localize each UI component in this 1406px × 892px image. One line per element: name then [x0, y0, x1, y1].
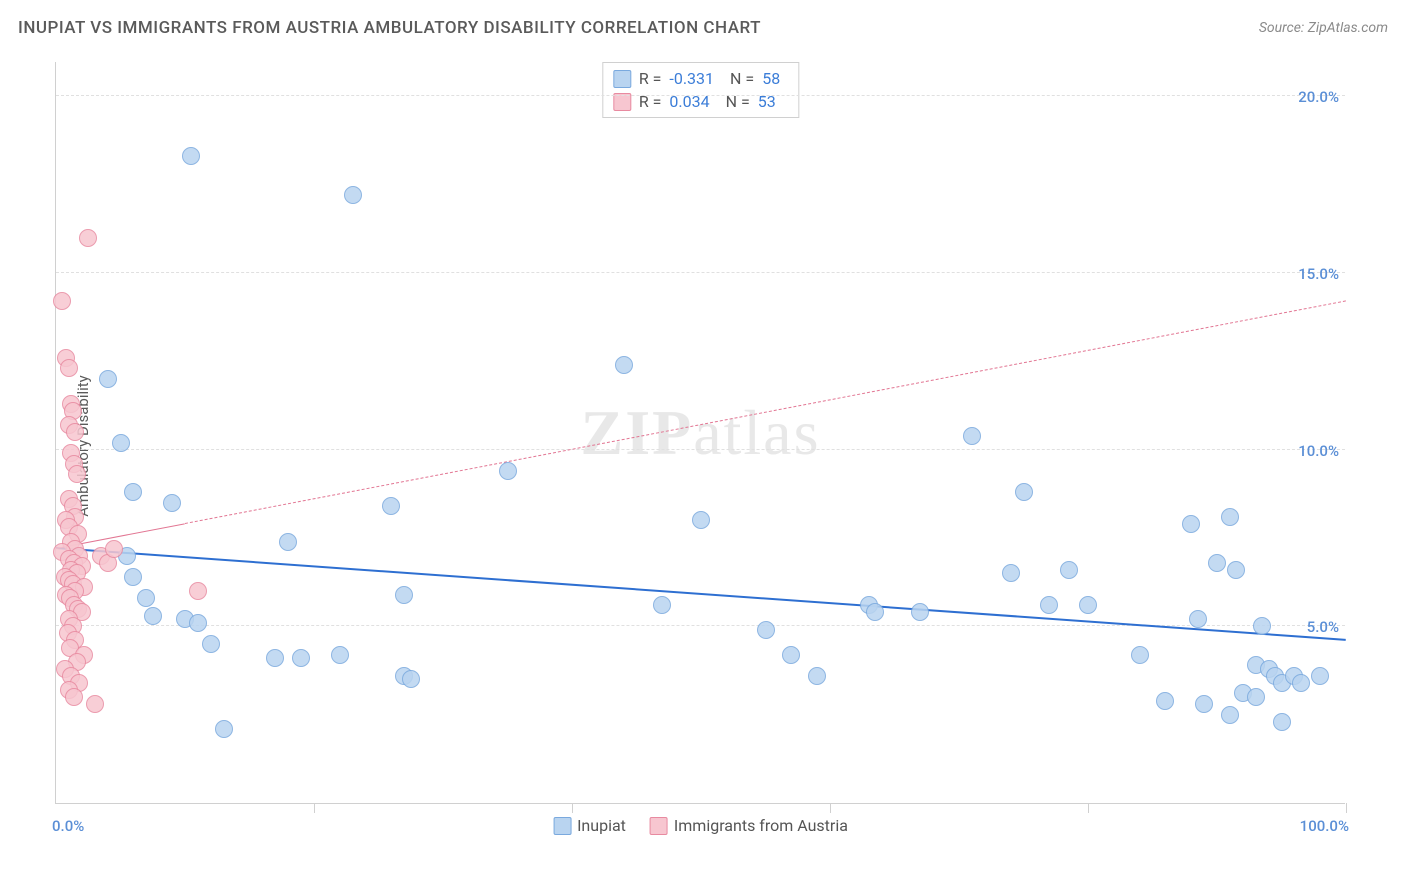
data-point	[395, 586, 413, 604]
legend-label: Immigrants from Austria	[674, 816, 848, 835]
data-point	[911, 603, 929, 621]
r-value: -0.331	[669, 69, 714, 88]
gridline	[56, 95, 1345, 96]
data-point	[53, 292, 71, 310]
data-point	[782, 646, 800, 664]
legend-swatch	[613, 70, 631, 88]
source-value: ZipAtlas.com	[1308, 20, 1388, 36]
data-point	[1079, 596, 1097, 614]
data-point	[1060, 561, 1078, 579]
data-point	[99, 370, 117, 388]
data-point	[1273, 713, 1291, 731]
legend-stats-row: R =0.034N =53	[613, 90, 788, 113]
data-point	[1311, 667, 1329, 685]
data-point	[144, 607, 162, 625]
data-point	[68, 465, 86, 483]
r-label: R =	[639, 69, 662, 88]
data-point	[86, 695, 104, 713]
source-attribution: Source: ZipAtlas.com	[1259, 20, 1388, 36]
data-point	[124, 568, 142, 586]
data-point	[182, 147, 200, 165]
data-point	[163, 494, 181, 512]
data-point	[1253, 617, 1271, 635]
x-tick-label-right: 100.0%	[1300, 817, 1349, 835]
data-point	[692, 511, 710, 529]
data-point	[1189, 610, 1207, 628]
data-point	[499, 462, 517, 480]
x-tick	[1088, 803, 1089, 813]
legend-stats-row: R = -0.331 N = 58	[613, 67, 788, 90]
data-point	[189, 614, 207, 632]
data-point	[65, 688, 83, 706]
data-point	[79, 229, 97, 247]
n-label: N =	[730, 69, 754, 88]
x-tick	[572, 803, 573, 813]
data-point	[292, 649, 310, 667]
legend-swatch	[650, 817, 668, 835]
data-point	[1292, 674, 1310, 692]
x-tick	[830, 803, 831, 813]
data-point	[1156, 692, 1174, 710]
legend-swatch	[553, 817, 571, 835]
data-point	[808, 667, 826, 685]
data-point	[279, 533, 297, 551]
data-point	[1247, 688, 1265, 706]
y-tick-label: 15.0%	[1298, 265, 1339, 283]
data-point	[215, 720, 233, 738]
data-point	[1221, 706, 1239, 724]
trendline-solid	[56, 547, 1346, 641]
legend-item: Immigrants from Austria	[650, 816, 848, 835]
data-point	[189, 582, 207, 600]
watermark-bold: ZIP	[581, 397, 694, 468]
source-label: Source:	[1259, 20, 1308, 36]
data-point	[66, 423, 84, 441]
data-point	[124, 483, 142, 501]
legend-item: Inupiat	[553, 816, 626, 835]
watermark: ZIPatlas	[581, 396, 821, 470]
data-point	[266, 649, 284, 667]
data-point	[653, 596, 671, 614]
data-point	[757, 621, 775, 639]
correlation-stats-legend: R = -0.331 N = 58 R =0.034N =53	[602, 62, 799, 118]
data-point	[402, 670, 420, 688]
data-point	[105, 540, 123, 558]
data-point	[866, 603, 884, 621]
watermark-light: atlas	[693, 397, 820, 468]
data-point	[137, 589, 155, 607]
data-point	[1227, 561, 1245, 579]
trendline-dashed	[185, 300, 1346, 524]
data-point	[1002, 564, 1020, 582]
data-point	[344, 186, 362, 204]
series-legend: Inupiat Immigrants from Austria	[553, 816, 848, 835]
data-point	[1208, 554, 1226, 572]
data-point	[1221, 508, 1239, 526]
data-point	[615, 356, 633, 374]
y-tick-label: 5.0%	[1307, 618, 1339, 636]
data-point	[963, 427, 981, 445]
chart-title: INUPIAT VS IMMIGRANTS FROM AUSTRIA AMBUL…	[18, 18, 761, 38]
gridline	[56, 272, 1345, 273]
y-tick-label: 10.0%	[1298, 442, 1339, 460]
x-tick	[1346, 803, 1347, 813]
data-point	[112, 434, 130, 452]
data-point	[1182, 515, 1200, 533]
data-point	[1015, 483, 1033, 501]
data-point	[331, 646, 349, 664]
x-tick-label-left: 0.0%	[52, 817, 84, 835]
data-point	[202, 635, 220, 653]
data-point	[1131, 646, 1149, 664]
x-tick	[314, 803, 315, 813]
scatter-plot-area: ZIPatlas R =-0.331N =58R =0.034N =53 Inu…	[55, 62, 1345, 804]
data-point	[1040, 596, 1058, 614]
legend-label: Inupiat	[577, 816, 626, 835]
y-tick-label: 20.0%	[1298, 88, 1339, 106]
data-point	[60, 359, 78, 377]
data-point	[382, 497, 400, 515]
n-value: 58	[762, 69, 780, 88]
data-point	[1195, 695, 1213, 713]
gridline	[56, 449, 1345, 450]
